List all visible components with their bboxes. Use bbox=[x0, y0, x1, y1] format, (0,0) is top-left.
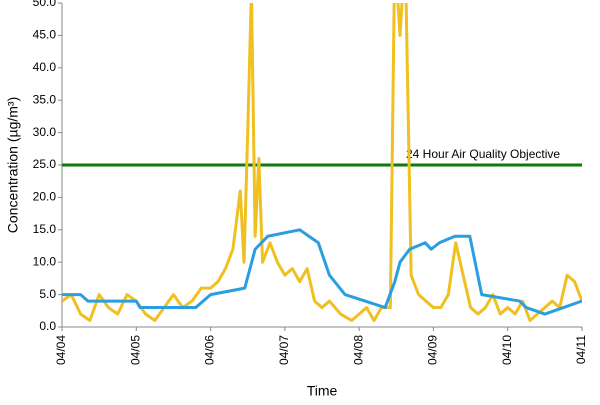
x-axis-title: Time bbox=[307, 383, 338, 399]
series-line bbox=[62, 3, 582, 323]
x-tick-label: 04/05 bbox=[128, 335, 142, 365]
x-tick-label: 04/11 bbox=[574, 335, 588, 364]
y-axis-title: Concentration (µg/m³) bbox=[5, 97, 21, 233]
y-tick-label: 30.0 bbox=[33, 125, 57, 139]
y-tick-label: 35.0 bbox=[33, 92, 57, 106]
x-tick-label: 04/04 bbox=[54, 335, 68, 365]
x-tick-label: 04/10 bbox=[500, 335, 514, 365]
y-tick-label: 40.0 bbox=[33, 60, 57, 74]
x-tick-label: 04/09 bbox=[426, 335, 440, 365]
y-tick-label: 0.0 bbox=[39, 319, 56, 333]
y-tick-label: 50.0 bbox=[33, 0, 57, 9]
y-tick-label: 5.0 bbox=[39, 287, 56, 301]
series-line bbox=[62, 228, 582, 316]
y-tick-label: 15.0 bbox=[33, 222, 57, 236]
y-tick-label: 20.0 bbox=[33, 190, 57, 204]
y-tick-label: 10.0 bbox=[33, 254, 57, 268]
x-tick-label: 04/06 bbox=[203, 335, 217, 365]
objective-label: 24 Hour Air Quality Objective bbox=[406, 147, 560, 161]
x-tick-label: 04/07 bbox=[277, 335, 291, 365]
y-tick-label: 25.0 bbox=[33, 157, 57, 171]
y-tick-label: 45.0 bbox=[33, 28, 57, 42]
x-tick-label: 04/08 bbox=[351, 335, 365, 365]
